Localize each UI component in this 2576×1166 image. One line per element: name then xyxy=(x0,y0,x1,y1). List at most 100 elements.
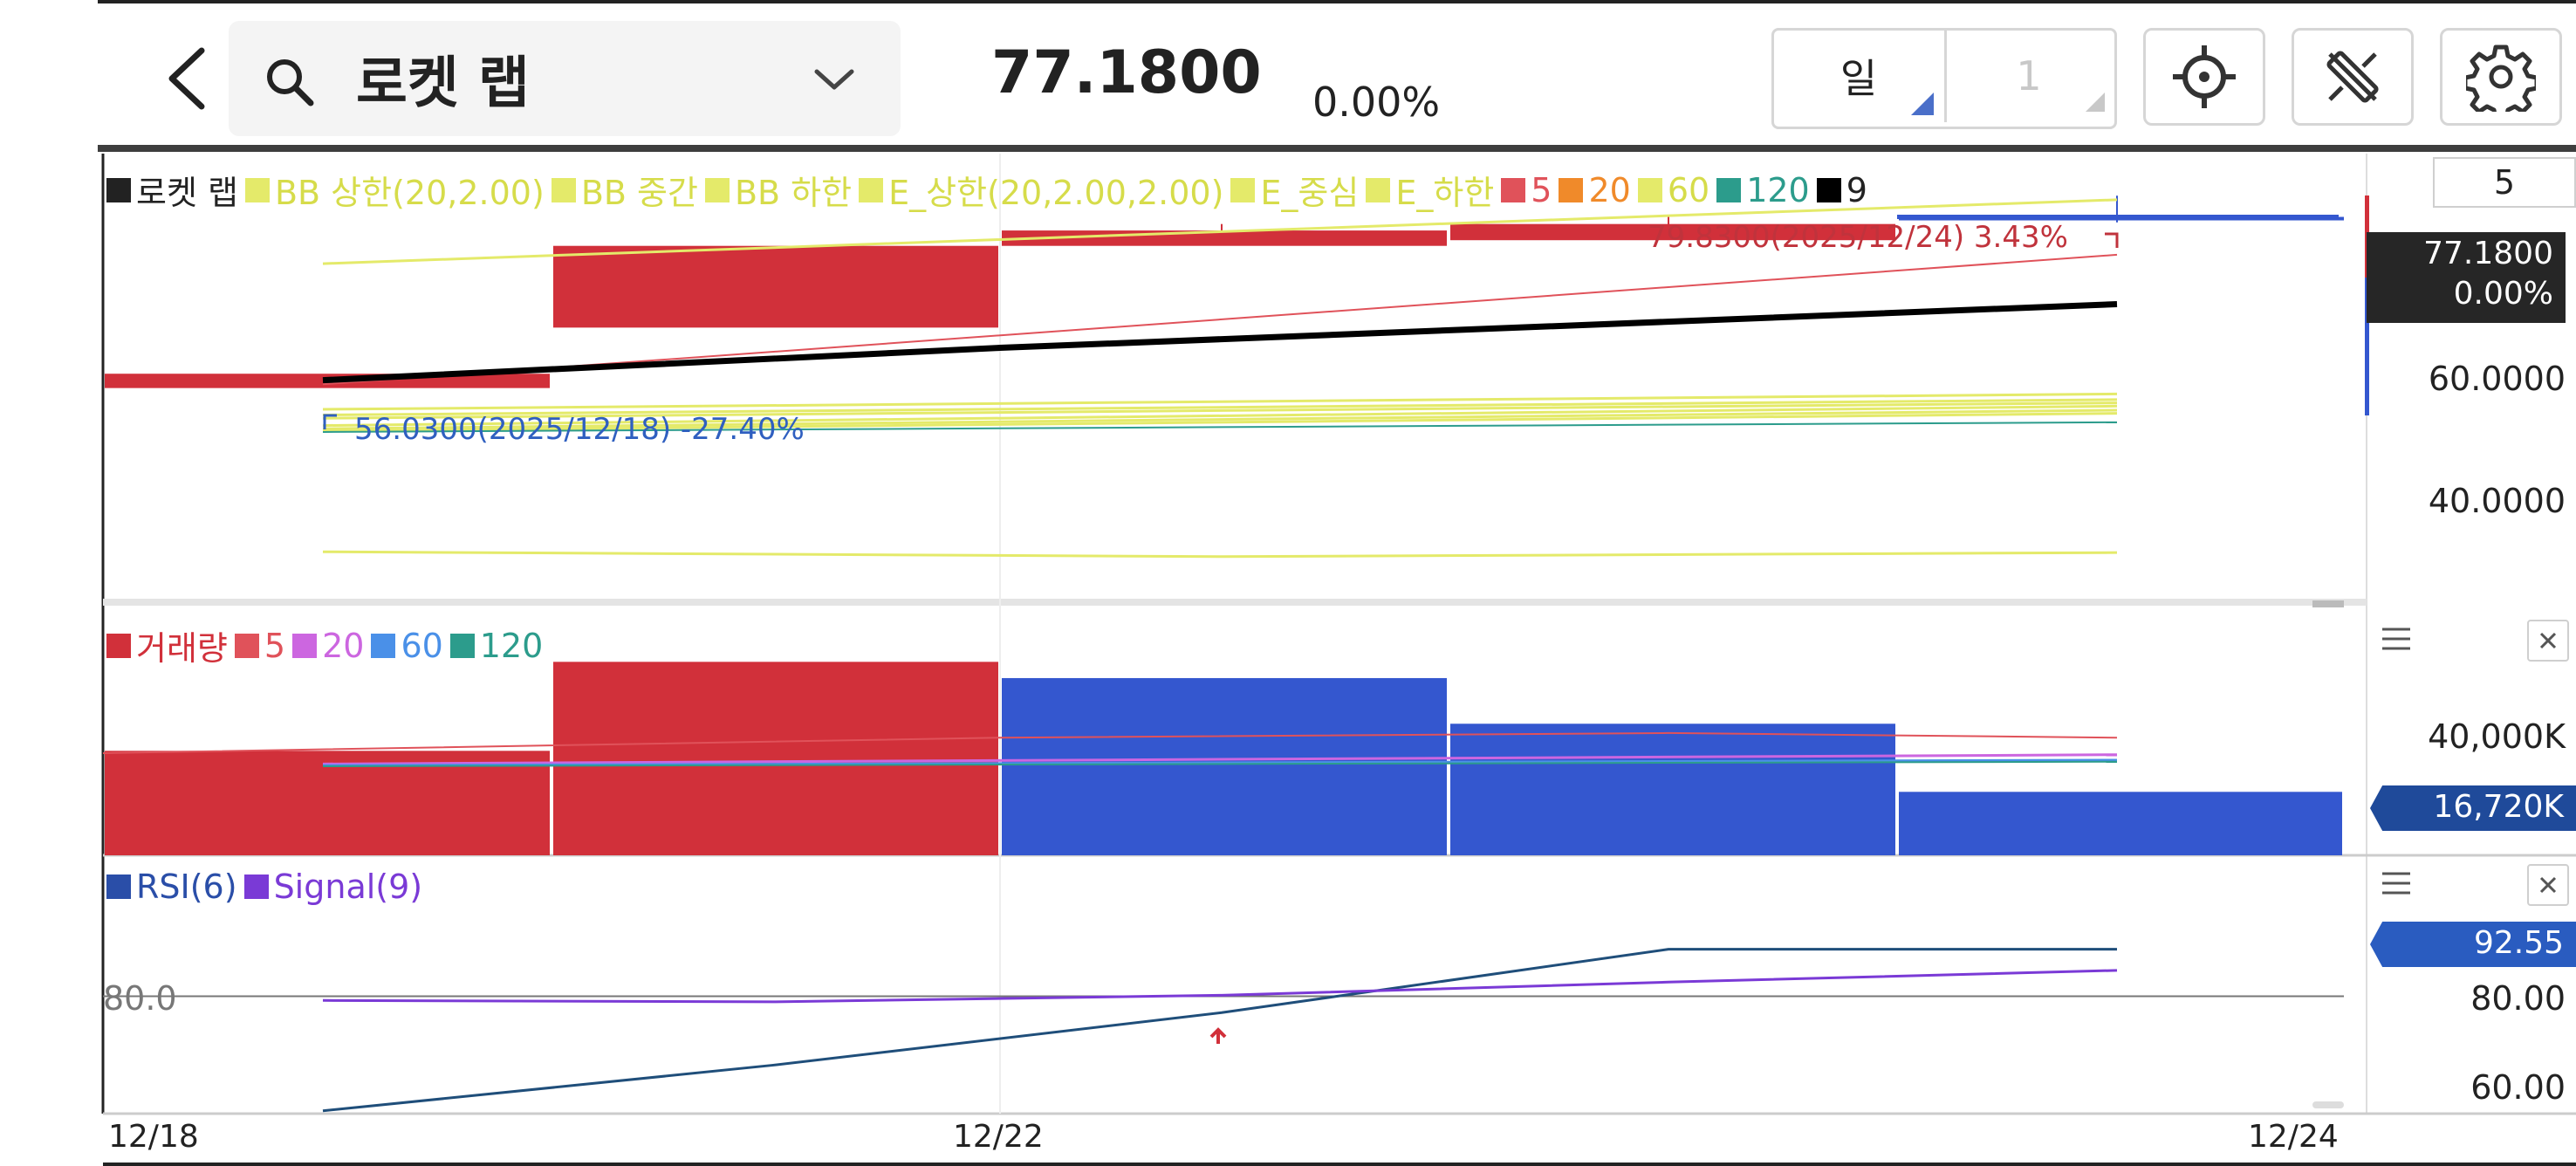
price-change-pct: 0.00% xyxy=(1312,79,1441,126)
period-value-button[interactable]: 1 xyxy=(2016,52,2042,99)
x-axis-label: 12/22 xyxy=(953,1119,1044,1155)
legend-swatch xyxy=(1501,177,1526,202)
legend-swatch xyxy=(551,177,576,202)
band-line xyxy=(322,550,2118,559)
panel-splitter xyxy=(103,599,2367,606)
legend-label: 5 xyxy=(1531,170,1552,209)
legend-label: E_하한 xyxy=(1395,174,1495,212)
volume-legend: 거래량 5 20 60 120 xyxy=(106,621,550,669)
menu-icon[interactable] xyxy=(2377,864,2415,902)
legend-swatch xyxy=(1559,177,1584,202)
rsi-legend: RSI(6) Signal(9) xyxy=(106,868,429,906)
dropdown-corner-icon xyxy=(2086,93,2105,112)
band-line xyxy=(322,404,2118,428)
low-annotation: 56.0300(2025/12/18) -27.40% xyxy=(354,412,805,447)
close-icon[interactable] xyxy=(2527,620,2569,662)
volume-bar xyxy=(553,662,998,855)
legend-swatch xyxy=(292,633,318,658)
legend-swatch xyxy=(106,177,131,202)
volume-ma20-line xyxy=(322,753,2118,765)
menu-icon[interactable] xyxy=(2377,620,2415,658)
legend-label: 거래량 xyxy=(136,629,228,668)
volume-bar xyxy=(1450,724,1895,855)
price-y-tick: 60.0000 xyxy=(2428,360,2566,398)
close-icon[interactable] xyxy=(2527,864,2569,906)
current-volume-chip: 16,720K xyxy=(2433,789,2564,825)
x-axis-label: 12/24 xyxy=(2248,1119,2339,1155)
current-price: 77.1800 xyxy=(991,38,1262,107)
drawing-tools-button[interactable] xyxy=(2292,28,2414,126)
legend-swatch xyxy=(1230,177,1256,202)
legend-label: 로켓 랩 xyxy=(136,174,238,212)
search-icon[interactable] xyxy=(262,54,318,110)
volume-y-tick: 40,000K xyxy=(2428,717,2566,756)
band-line xyxy=(322,412,2118,433)
price-candle xyxy=(1450,223,1895,241)
settings-button[interactable] xyxy=(2440,28,2562,126)
rsi-line xyxy=(322,948,2117,1113)
band-line xyxy=(322,392,2118,411)
legend-label: Signal(9) xyxy=(273,868,423,906)
legend-label: BB 중간 xyxy=(580,174,698,212)
rsi-y-tick: 80.00 xyxy=(2470,979,2566,1018)
legend-swatch xyxy=(704,177,730,202)
current-price-chip-value: 77.1800 xyxy=(2423,236,2553,271)
back-button[interactable] xyxy=(148,35,227,122)
legend-swatch xyxy=(1366,177,1391,202)
panel-resize-handle xyxy=(2312,600,2344,607)
legend-swatch xyxy=(1637,177,1662,202)
x-axis-label: 12/18 xyxy=(108,1119,199,1155)
legend-swatch xyxy=(1716,177,1742,202)
panel-resize-handle xyxy=(2312,1101,2344,1108)
range-marker-down xyxy=(2365,278,2369,415)
ma5-line xyxy=(322,253,2118,386)
band-line xyxy=(322,198,2118,265)
legend-label: 120 xyxy=(1746,170,1810,209)
price-candle xyxy=(553,245,998,328)
low-marker-arrow xyxy=(323,414,337,429)
legend-label: 120 xyxy=(479,626,544,665)
high-annotation: 79.8300(2025/12/24) 3.43% xyxy=(1648,220,2068,255)
volume-ma120-line xyxy=(322,760,2118,768)
rsi-level-label: 80.0 xyxy=(103,979,177,1018)
legend-label: BB 상한(20,2.00) xyxy=(274,174,545,212)
crosshair-icon xyxy=(2173,45,2236,108)
volume-bar xyxy=(1899,792,2342,855)
buy-signal-arrow xyxy=(1209,1027,1227,1044)
stock-search-box[interactable] xyxy=(229,21,901,136)
legend-label: RSI(6) xyxy=(136,868,237,906)
price-y-tick: 40.0000 xyxy=(2428,482,2566,520)
price-scale-box[interactable]: 5 xyxy=(2433,157,2576,208)
volume-bar xyxy=(105,751,550,855)
legend-label: 20 xyxy=(322,626,365,665)
legend-label: 20 xyxy=(1588,170,1631,209)
volume-chip-bg xyxy=(2370,785,2576,831)
volume-bar xyxy=(1002,677,1447,855)
legend-label: 60 xyxy=(1667,170,1710,209)
legend-swatch xyxy=(106,633,131,658)
current-price-chip-pct: 0.00% xyxy=(2453,276,2553,312)
legend-swatch xyxy=(449,633,475,658)
top-border xyxy=(98,0,2576,3)
current-price-chip xyxy=(2367,232,2566,323)
period-unit-button[interactable]: 일 xyxy=(1773,30,1947,122)
legend-label: 60 xyxy=(401,626,443,665)
legend-swatch xyxy=(234,633,259,658)
signal-line xyxy=(322,969,2118,1004)
legend-label: E_상한(20,2.00,2.00) xyxy=(888,174,1224,212)
legend-swatch xyxy=(859,177,884,202)
ma9-line xyxy=(322,300,2118,384)
volume-ma60-line xyxy=(322,758,2118,767)
legend-swatch xyxy=(371,633,396,658)
band-line xyxy=(322,401,2118,420)
stock-name[interactable]: 로켓 랩 xyxy=(356,51,530,116)
legend-label: 9 xyxy=(1846,170,1867,209)
header-separator xyxy=(98,145,2576,152)
crosshair-button[interactable] xyxy=(2143,28,2265,126)
rsi-y-tick: 60.00 xyxy=(2470,1068,2566,1107)
legend-swatch xyxy=(106,874,131,899)
legend-label: 5 xyxy=(264,626,286,665)
chevron-down-icon[interactable] xyxy=(812,63,857,98)
high-marker-arrow xyxy=(2105,232,2119,248)
